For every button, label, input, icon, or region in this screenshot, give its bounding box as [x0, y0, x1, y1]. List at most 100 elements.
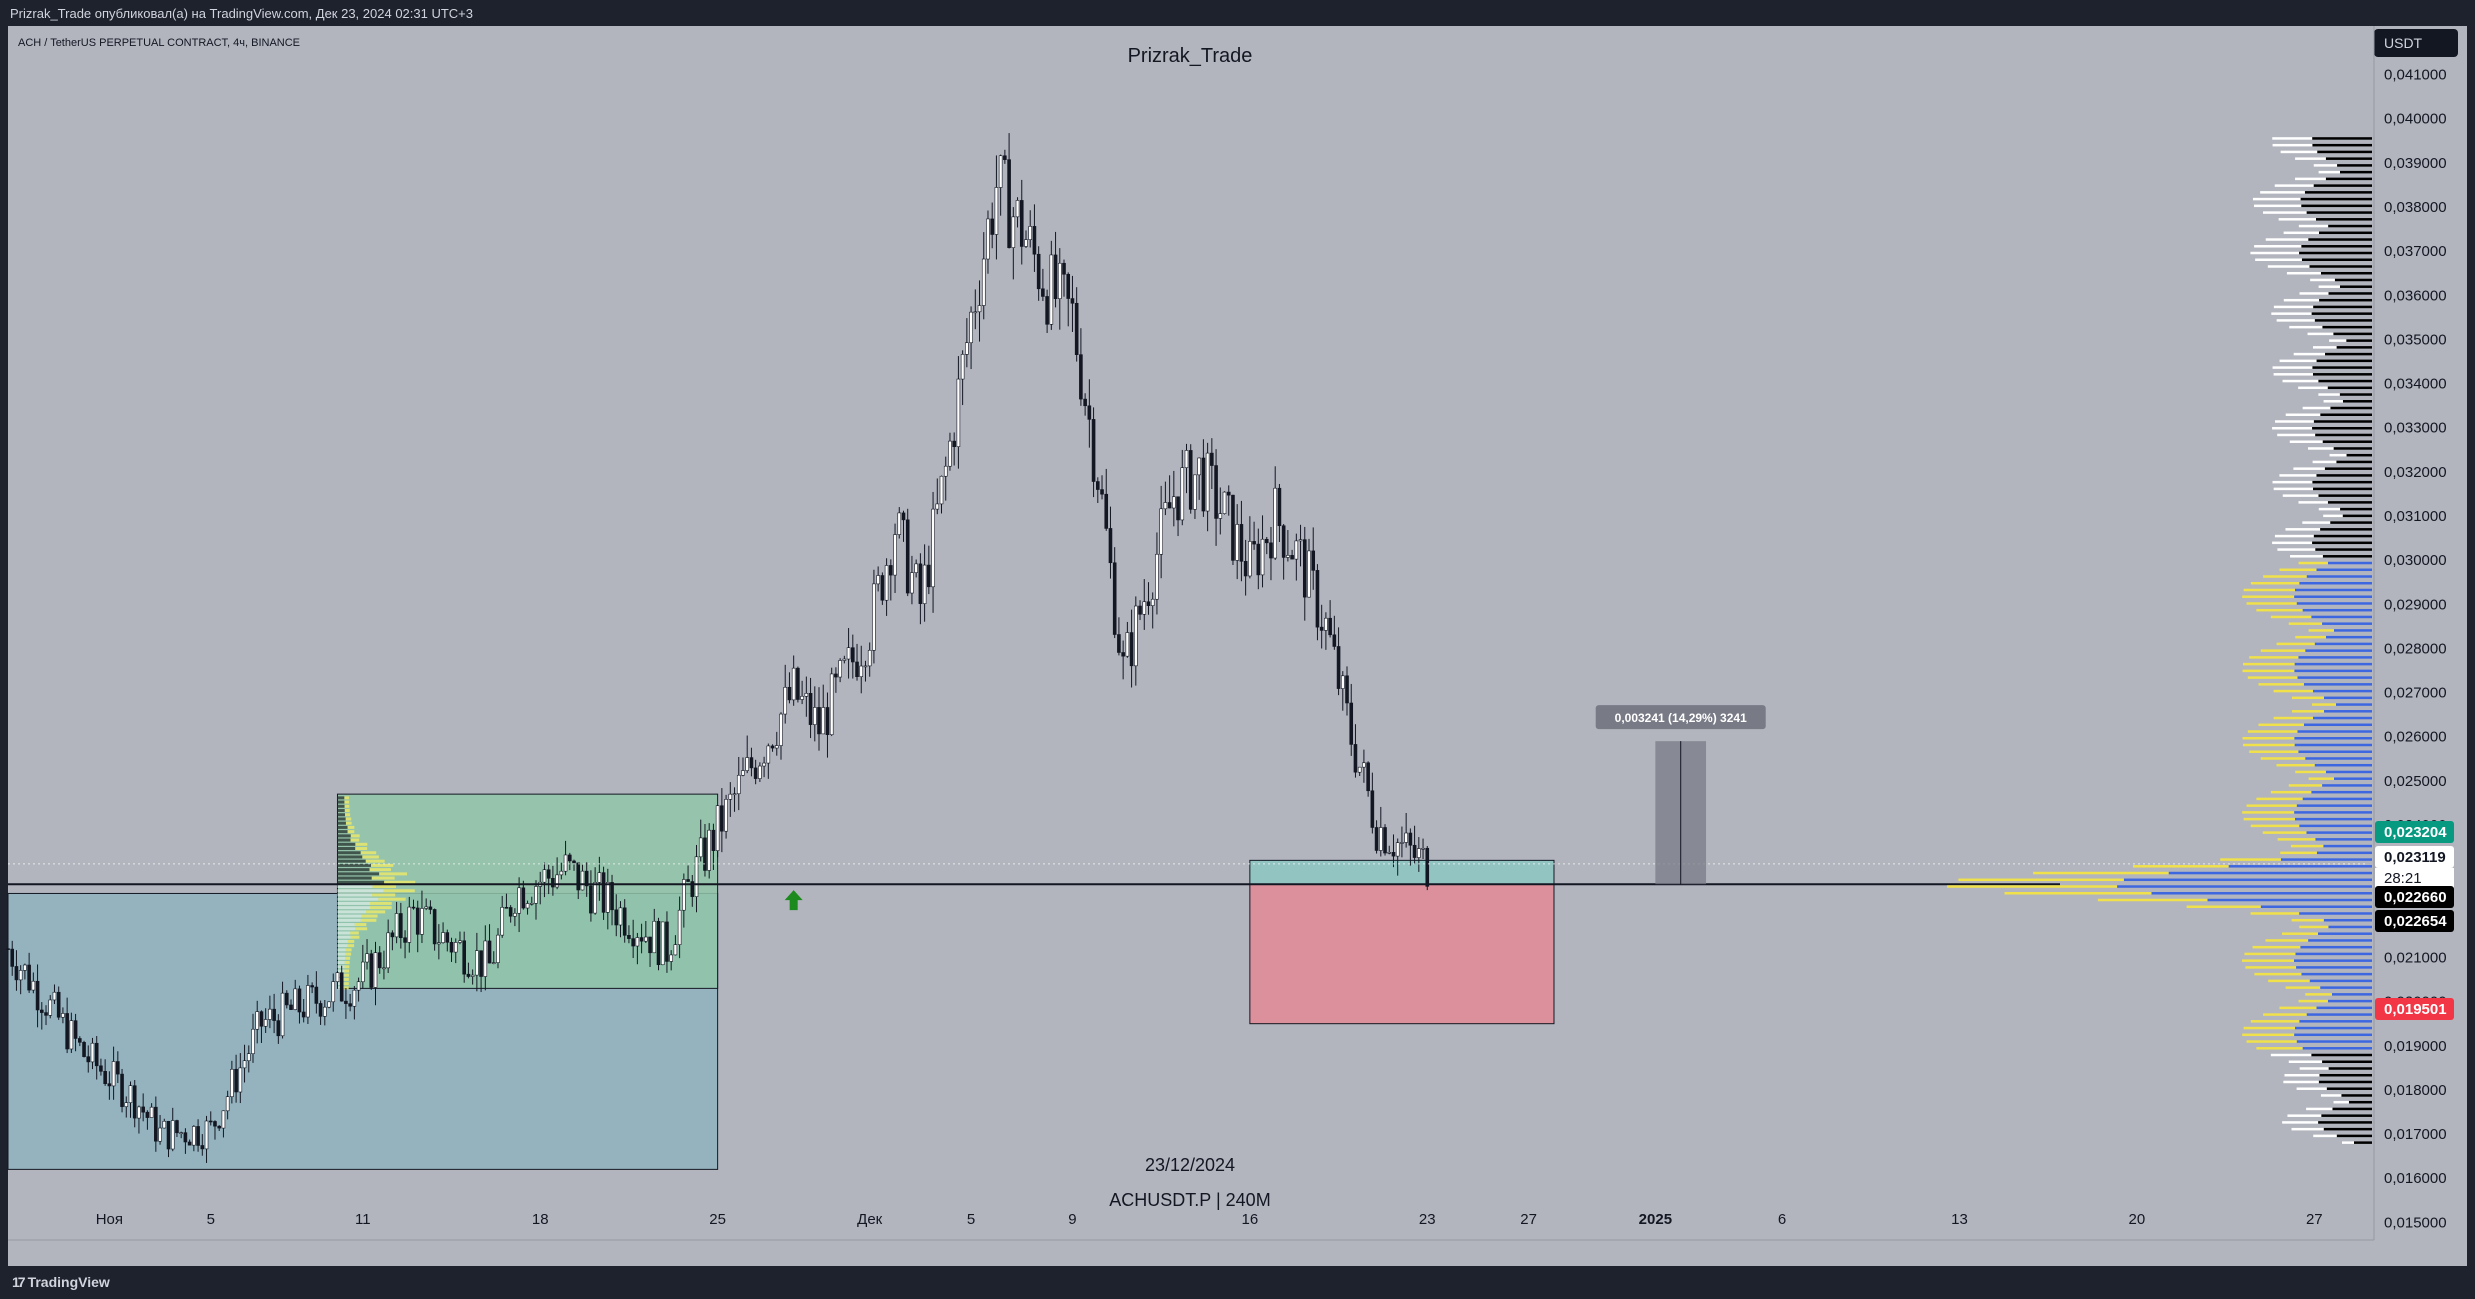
volume-profile-bar-down [2336, 460, 2372, 464]
candle-body [766, 745, 771, 764]
candle-body [246, 1053, 251, 1062]
volume-profile-bar-down [2327, 561, 2372, 565]
volume-profile-bar-up [2245, 966, 2297, 969]
candle-body [956, 378, 961, 448]
mini-profile-bar-up [355, 842, 368, 846]
volume-profile-bar-up [2255, 258, 2302, 262]
volume-profile-bar-down [2304, 191, 2372, 194]
candle-body [466, 973, 471, 977]
mini-profile-bar-up [354, 923, 367, 927]
mini-profile-bar-down [337, 965, 345, 969]
volume-profile-bar-up [2243, 662, 2295, 666]
candle-body [821, 707, 826, 735]
buy-arrow-icon[interactable] [784, 890, 803, 911]
y-tick-label: 0,026000 [2384, 729, 2447, 746]
volume-profile-bar-down [2207, 898, 2372, 902]
volume-profile-bar-up [2313, 1134, 2337, 1138]
volume-profile-bar-down [2336, 346, 2372, 349]
mini-profile-bar-down [337, 868, 370, 872]
volume-profile-bar-down [2299, 824, 2372, 828]
candle-body [1045, 296, 1049, 325]
volume-profile-bar-down [2302, 1047, 2372, 1050]
mini-profile-bar-down [337, 855, 363, 859]
candle-body [842, 658, 847, 661]
mini-profile-bar-up [345, 948, 352, 952]
candle-body [965, 342, 969, 355]
volume-profile-bar-down [2228, 865, 2372, 868]
tradingview-logo[interactable]: 17 TradingView [12, 1274, 110, 1290]
volume-profile-bar-up [2262, 211, 2307, 214]
candle-body [166, 1120, 171, 1150]
x-tick-label: 5 [967, 1211, 975, 1228]
candle-body [1260, 538, 1265, 576]
top-bar: Prizrak_Trade опубликовал(а) на TradingV… [0, 0, 2475, 26]
candle-body [348, 1003, 352, 1007]
volume-profile-bar-up [2295, 770, 2326, 774]
volume-profile-bar-up [2246, 602, 2297, 605]
zone-red[interactable] [1249, 883, 1555, 1025]
candle-body [758, 765, 762, 779]
volume-profile-bar-up [2277, 548, 2316, 551]
volume-profile-bar-up [2302, 406, 2331, 410]
candle-body [1408, 832, 1413, 846]
volume-profile-bar-down [2308, 238, 2372, 241]
volume-profile-bar-up [2276, 763, 2315, 767]
x-tick-label: 25 [709, 1211, 726, 1228]
volume-profile-bar-down [2117, 885, 2372, 888]
price-label-bg [2375, 998, 2454, 1020]
published-by-text: Prizrak_Trade опубликовал(а) на TradingV… [10, 6, 473, 21]
y-tick-label: 0,021000 [2384, 949, 2447, 966]
mini-profile-bar-up [355, 927, 368, 931]
volume-profile-bar-up [2277, 433, 2316, 437]
volume-profile-bar-down [2330, 521, 2372, 524]
volume-profile-bar-down [2346, 339, 2372, 342]
volume-profile-bar-down [2303, 683, 2372, 686]
candle-body [1146, 601, 1151, 606]
volume-profile-bar-up [2312, 346, 2337, 349]
candle-body [1019, 200, 1024, 247]
candle-body [432, 909, 437, 945]
volume-profile-bar-down [2317, 932, 2372, 935]
candle-body [208, 1120, 213, 1123]
currency-button[interactable]: USDT [2374, 29, 2458, 57]
candle-body [1049, 254, 1054, 325]
volume-profile-bar-up [2299, 292, 2329, 295]
candle-body [977, 305, 982, 313]
candle-body [1003, 155, 1007, 160]
candle-body [318, 1003, 323, 1017]
volume-profile-bar-up [2247, 730, 2298, 733]
candle-body [517, 887, 521, 914]
volume-profile-bar-up [2250, 1020, 2300, 1023]
candle-body [1226, 491, 1231, 496]
candle-body [686, 879, 690, 882]
volume-profile-bar-down [2328, 925, 2372, 929]
candle-body [230, 1068, 234, 1098]
candle-body [703, 837, 707, 871]
candle-body [1053, 254, 1058, 299]
volume-profile-bar-up [2282, 1121, 2319, 1124]
candle-body [1400, 842, 1404, 844]
date-watermark: 23/12/2024 [1145, 1155, 1235, 1175]
candle-body [263, 1019, 268, 1027]
candle-body [851, 647, 855, 663]
volume-profile-bar-down [2316, 1006, 2372, 1010]
volume-profile-bar-up [2307, 332, 2334, 336]
candle-body [361, 961, 365, 983]
mini-profile-bar-down [337, 893, 373, 897]
volume-profile-bar-up [2033, 871, 2169, 875]
volume-profile-bar-down [2327, 386, 2372, 390]
x-tick-label: 13 [1951, 1211, 1968, 1228]
volume-profile-bar-down [2348, 1100, 2372, 1104]
volume-profile-bar-up [2289, 325, 2323, 329]
candle-body [1218, 513, 1223, 519]
candle-body [656, 920, 661, 966]
volume-profile-bar-up [2298, 224, 2329, 228]
volume-profile-bar-down [2333, 332, 2372, 336]
candle-body [272, 1008, 276, 1021]
candle-body [327, 1001, 331, 1008]
candle-body [1324, 617, 1328, 631]
volume-profile-bar-up [2280, 851, 2317, 855]
candle-body [1235, 524, 1239, 561]
candle-body [1357, 766, 1362, 773]
